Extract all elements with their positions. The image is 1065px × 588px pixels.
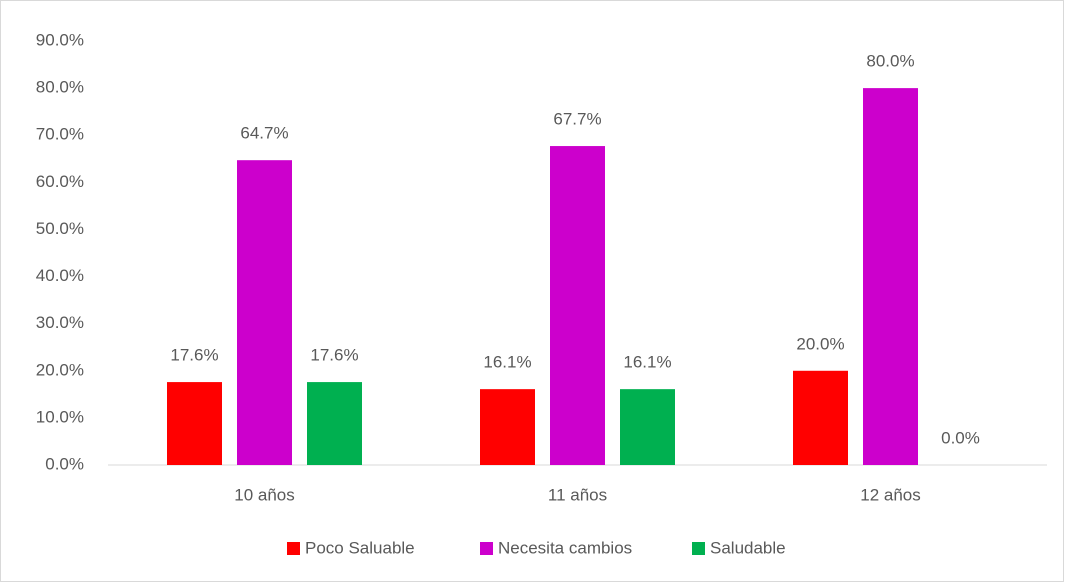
bar (167, 382, 222, 465)
y-tick-label: 70.0% (36, 125, 84, 144)
y-tick-label: 30.0% (36, 313, 84, 332)
bar (307, 382, 362, 465)
value-label: 16.1% (483, 353, 531, 372)
legend-label: Poco Saluable (305, 538, 415, 557)
x-tick-label: 12 años (860, 485, 921, 504)
bar (550, 146, 605, 465)
value-label: 16.1% (623, 353, 671, 372)
value-label: 17.6% (170, 346, 218, 365)
y-tick-label: 20.0% (36, 360, 84, 379)
value-label: 64.7% (240, 124, 288, 143)
legend-label: Saludable (710, 538, 786, 557)
y-tick-label: 90.0% (36, 30, 84, 49)
bar (237, 160, 292, 466)
value-label: 67.7% (553, 110, 601, 129)
legend-swatch (480, 542, 493, 555)
y-tick-label: 40.0% (36, 266, 84, 285)
value-label: 20.0% (796, 334, 844, 353)
y-tick-label: 0.0% (45, 454, 84, 473)
bar (863, 88, 918, 465)
value-label: 17.6% (310, 346, 358, 365)
y-tick-label: 80.0% (36, 78, 84, 97)
legend-label: Necesita cambios (498, 538, 632, 557)
legend-swatch (692, 542, 705, 555)
value-label: 80.0% (866, 52, 914, 71)
y-tick-label: 10.0% (36, 407, 84, 426)
bar (620, 389, 675, 465)
value-label: 0.0% (941, 428, 980, 447)
bar (480, 389, 535, 465)
x-tick-label: 11 años (548, 485, 607, 504)
x-tick-label: 10 años (234, 485, 295, 504)
y-tick-label: 60.0% (36, 172, 84, 191)
y-tick-label: 50.0% (36, 219, 84, 238)
bar (793, 370, 848, 465)
legend-swatch (287, 542, 300, 555)
